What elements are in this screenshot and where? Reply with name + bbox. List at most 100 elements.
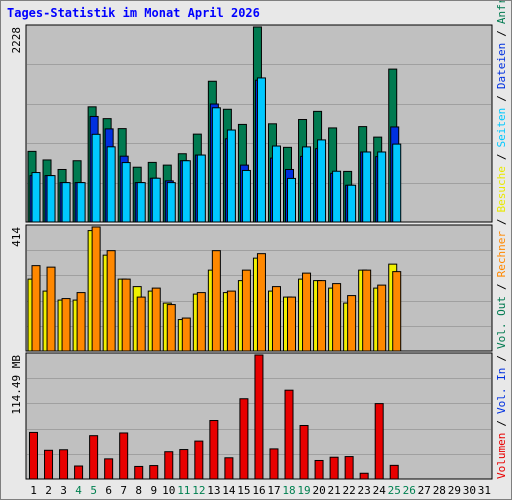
bar-volumen-day-5 [89,435,99,480]
x-tick-label-day-5: 5 [90,484,97,497]
bar-seiten-day-13 [211,107,221,223]
bar-seiten-day-23 [362,151,372,223]
bar-volumen-day-4 [74,465,84,480]
x-tick-label-day-13: 13 [207,484,220,497]
x-tick-label-day-4: 4 [75,484,82,497]
legend-sep-3: / [495,283,508,290]
bar-rechner-day-8 [136,296,146,352]
legend-vol-in: Vol. In [495,368,508,414]
legend-sep-6: / [495,95,508,102]
bar-rechner-day-13 [211,250,221,352]
bar-rechner-day-3 [61,298,71,352]
x-tick-label-day-21: 21 [327,484,340,497]
y-max-volume-label: 114.49 MB [10,355,23,415]
bar-volumen-day-16 [254,354,264,480]
bar-volumen-day-19 [299,424,309,480]
bar-rechner-day-9 [151,287,161,352]
x-tick-label-day-12: 12 [192,484,205,497]
legend-anfragen: Anfragen [495,1,508,24]
y-max-hits-label: 2228 [10,27,23,54]
bar-volumen-day-21 [329,456,339,480]
bar-volumen-day-18 [284,389,294,480]
bar-volumen-day-10 [164,451,174,480]
bar-rechner-day-16 [256,253,266,352]
bar-layer [27,26,402,480]
bar-rechner-day-19 [302,272,312,352]
bar-volumen-day-20 [314,459,324,480]
x-axis-labels: 1 2 3 4 5 6 7 8 9 10 11 12 13 14 15 16 17 18 19 20 21 22 23 24 2… [30,484,491,497]
x-tick-label-day-29: 29 [448,484,461,497]
bar-rechner-day-4 [76,292,86,352]
bar-volumen-day-17 [269,448,279,480]
legend-sep-7: / [495,30,508,37]
bar-seiten-day-15 [241,169,251,223]
legend-sep-2: / [495,355,508,362]
bar-seiten-day-24 [377,151,387,223]
bar-rechner-day-10 [166,304,176,352]
x-tick-label-day-15: 15 [237,484,250,497]
bar-seiten-day-20 [317,139,327,223]
bar-volumen-day-11 [179,449,189,480]
x-tick-label-day-11: 11 [177,484,190,497]
x-tick-label-day-7: 7 [120,484,127,497]
bar-seiten-day-7 [121,162,131,223]
legend-sep-1: / [495,420,508,427]
bar-rechner-day-21 [332,283,342,352]
bar-rechner-day-11 [181,317,191,352]
legend-dateien: Dateien [495,43,508,89]
legend-sep-5: / [495,153,508,160]
x-tick-label-day-20: 20 [312,484,325,497]
x-tick-label-day-18: 18 [282,484,295,497]
bar-rechner-day-15 [241,269,251,352]
bar-volumen-day-14 [224,457,234,480]
bar-seiten-day-11 [181,160,191,223]
x-tick-label-day-24: 24 [373,484,387,497]
bar-volumen-day-9 [149,465,159,480]
legend-seiten: Seiten [495,108,508,148]
bar-rechner-day-18 [287,296,297,352]
x-tick-label-day-27: 27 [418,484,431,497]
bar-seiten-day-18 [287,177,297,223]
bar-rechner-day-24 [377,284,387,352]
bar-volumen-day-1 [29,431,38,480]
legend-vol-out: Vol. Out [495,296,508,349]
x-tick-label-day-28: 28 [433,484,446,497]
bar-seiten-day-19 [302,146,312,223]
x-tick-label-day-25: 25 [388,484,401,497]
bar-seiten-day-6 [106,146,116,223]
x-tick-label-day-2: 2 [45,484,52,497]
bar-volumen-day-13 [209,420,219,480]
bar-volumen-day-8 [134,465,144,480]
bar-rechner-day-5 [91,226,101,352]
bar-seiten-day-21 [332,170,342,223]
bar-seiten-day-12 [196,154,206,223]
x-tick-label-day-6: 6 [105,484,112,497]
bar-volumen-day-3 [59,449,69,480]
bar-seiten-day-4 [76,182,86,223]
bar-seiten-day-1 [31,172,41,223]
y-max-visits-label: 414 [10,227,23,247]
bar-seiten-day-3 [61,182,71,223]
bar-rechner-day-1 [31,265,41,352]
chart-title: Tages-Statistik im Monat April 2026 [7,6,260,20]
x-tick-label-day-17: 17 [267,484,280,497]
bar-rechner-day-14 [226,290,236,352]
bar-seiten-day-22 [347,184,357,223]
bar-volumen-day-15 [239,398,249,480]
bar-rechner-day-6 [106,250,116,352]
bar-seiten-day-14 [226,129,236,223]
bar-rechner-day-23 [362,269,372,352]
bar-seiten-day-9 [151,177,161,223]
bar-volumen-day-6 [104,458,114,480]
right-legend: Volumen / Vol. In / Vol. Out / Rechner / Besuche… [495,1,508,479]
x-tick-label-day-9: 9 [150,484,157,497]
x-tick-label-day-23: 23 [358,484,371,497]
legend-besuche: Besuche [495,166,508,212]
bar-volumen-day-7 [119,432,129,480]
bar-volumen-day-25 [389,464,399,480]
bar-seiten-day-10 [166,182,176,223]
x-tick-label-day-8: 8 [135,484,142,497]
x-tick-label-day-19: 19 [297,484,310,497]
